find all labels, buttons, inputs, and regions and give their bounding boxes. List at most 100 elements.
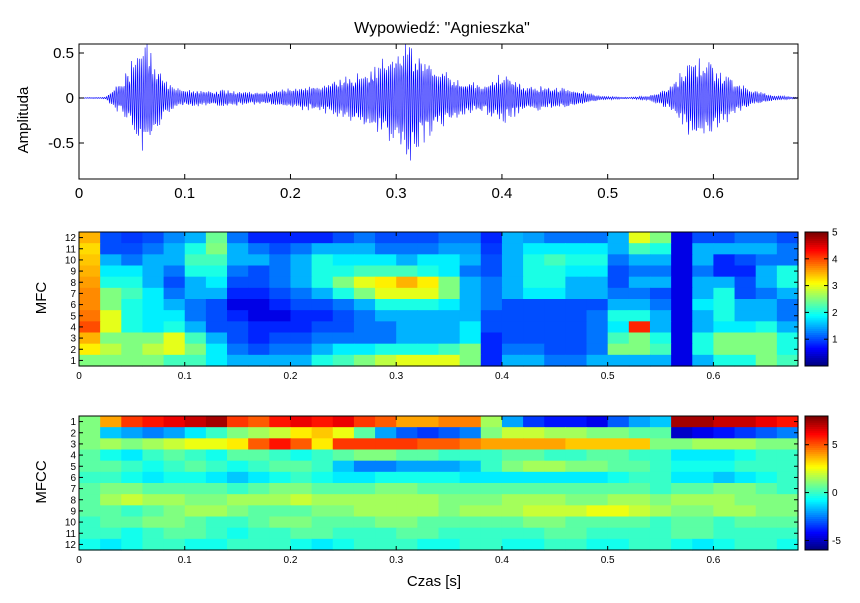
colorbar-swatch	[805, 543, 828, 547]
heat-cell	[248, 516, 270, 529]
heat-cell	[544, 265, 566, 278]
colorbar-swatch	[805, 307, 828, 310]
heat-cell	[480, 505, 503, 518]
heat-cell	[755, 254, 778, 267]
heat-cell	[628, 232, 651, 244]
heat-cell	[523, 287, 545, 300]
colorbar-swatch	[805, 434, 828, 438]
heat-cell	[713, 505, 736, 518]
heat-cell	[290, 243, 313, 255]
colorbar-swatch	[805, 315, 828, 319]
colorbar-swatch	[805, 436, 828, 440]
heat-cell	[205, 527, 228, 540]
colorbar-swatch	[805, 503, 828, 507]
heat-cell	[459, 427, 482, 439]
x-tick-label: 0.4	[492, 185, 513, 202]
heat-cell	[523, 343, 545, 356]
heat-cell	[375, 299, 397, 311]
heat-cell	[607, 483, 630, 495]
colorbar-swatch	[805, 248, 828, 252]
colorbar-swatch	[805, 510, 828, 513]
heat-cell	[121, 310, 144, 322]
colorbar-swatch	[805, 524, 828, 528]
heat-cell	[375, 483, 397, 495]
heat-cell	[396, 321, 418, 334]
heat-cell	[375, 354, 397, 367]
heat-cell	[628, 505, 651, 518]
heat-cell	[501, 416, 524, 428]
heat-cell	[713, 516, 736, 529]
heat-cell	[205, 265, 228, 278]
heat-cell	[290, 427, 313, 439]
heat-cell	[565, 332, 588, 345]
heat-cell	[353, 416, 376, 428]
colorbar-swatch	[805, 305, 828, 308]
heat-cell	[692, 460, 715, 473]
heat-cell	[184, 538, 207, 551]
heat-cell	[544, 276, 566, 289]
heat-cell	[586, 232, 609, 244]
heat-cell	[79, 287, 101, 300]
heat-cell	[607, 232, 630, 244]
colorbar-swatch	[805, 259, 828, 262]
heat-cell	[375, 505, 397, 518]
colorbar-swatch	[805, 261, 828, 264]
heat-cell	[205, 332, 228, 345]
heat-cell	[438, 483, 461, 495]
heat-cell	[480, 449, 503, 462]
heat-cell	[396, 254, 418, 267]
heat-cell	[544, 310, 566, 322]
heat-cell	[184, 254, 207, 267]
colorbar-swatch	[805, 255, 828, 258]
heat-cell	[734, 505, 757, 518]
heat-cell	[523, 310, 545, 322]
colorbar-swatch	[805, 236, 828, 239]
heat-cell	[290, 483, 313, 495]
heat-cell	[100, 354, 122, 367]
colorbar-swatch	[805, 340, 828, 344]
heat-cell	[480, 287, 503, 300]
colorbar-swatch	[805, 416, 828, 419]
heat-cell	[565, 427, 588, 439]
heat-cell	[713, 276, 736, 289]
heat-cell	[523, 527, 545, 540]
heat-cell	[248, 343, 270, 356]
heat-cell	[671, 299, 693, 311]
heat-cell	[142, 299, 165, 311]
colorbar-swatch	[805, 539, 828, 543]
heat-cell	[396, 449, 418, 462]
heat-cell	[205, 287, 228, 300]
heat-cell	[163, 494, 186, 506]
heat-cell	[396, 438, 418, 451]
heat-cell	[311, 505, 334, 518]
heat-cell	[163, 243, 186, 255]
heat-cell	[438, 416, 461, 428]
heat-cell	[375, 343, 397, 356]
heat-cell	[184, 232, 207, 244]
heat-cell	[544, 287, 566, 300]
heat-cell	[459, 265, 482, 278]
heat-cell	[776, 449, 799, 462]
heat-cell	[734, 527, 757, 540]
heat-cell	[417, 438, 440, 451]
mfc-colorbar: 1 2 3 4 5	[804, 228, 838, 367]
heat-cell	[79, 416, 101, 428]
heat-cell	[290, 516, 313, 529]
heat-cell	[459, 416, 482, 428]
heat-cell	[121, 354, 144, 367]
colorbar-swatch	[805, 439, 828, 442]
heat-cell	[311, 310, 334, 322]
heat-cell	[248, 471, 270, 484]
heat-cell	[396, 265, 418, 278]
heat-cell	[311, 416, 334, 428]
heat-cell	[565, 232, 588, 244]
heat-cell	[417, 310, 440, 322]
heat-cell	[480, 299, 503, 311]
heat-cell	[501, 243, 524, 255]
heat-cell	[607, 299, 630, 311]
heat-cell	[163, 483, 186, 495]
heat-cell	[396, 332, 418, 345]
heat-cell	[713, 438, 736, 451]
heat-cell	[776, 287, 799, 300]
